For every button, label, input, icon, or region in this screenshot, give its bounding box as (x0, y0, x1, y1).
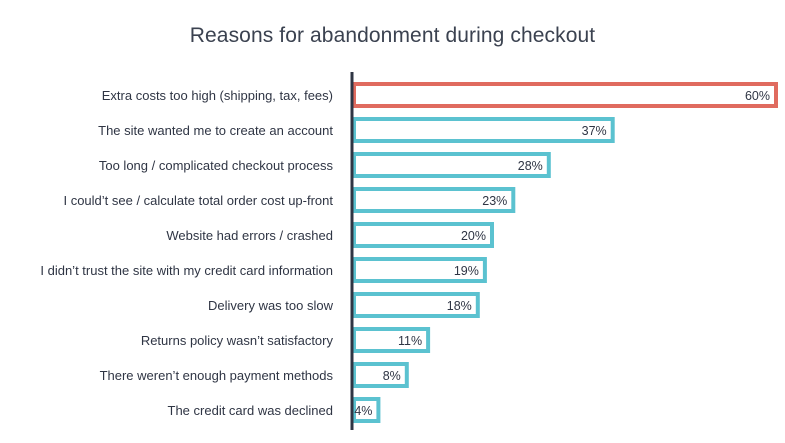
value-label-6: 19% (454, 264, 479, 278)
value-label-9: 8% (383, 369, 401, 383)
bar-4 (352, 187, 516, 213)
bar-2 (352, 117, 615, 143)
category-label-1: Extra costs too high (shipping, tax, fee… (102, 88, 333, 103)
value-label-10: 4% (354, 404, 372, 418)
bar-6 (352, 257, 487, 283)
category-label-6: I didn’t trust the site with my credit c… (40, 263, 333, 278)
bar-9 (352, 362, 409, 388)
category-label-9: There weren’t enough payment methods (100, 368, 334, 383)
bar-10 (352, 397, 381, 423)
category-label-5: Website had errors / crashed (166, 228, 333, 243)
category-label-7: Delivery was too slow (208, 298, 334, 313)
value-label-4: 23% (482, 194, 507, 208)
category-label-8: Returns policy wasn’t satisfactory (141, 333, 334, 348)
value-label-1: 60% (745, 89, 770, 103)
value-label-2: 37% (582, 124, 607, 138)
category-label-2: The site wanted me to create an account (98, 123, 333, 138)
bar-8 (352, 327, 431, 353)
bar-3 (352, 152, 551, 178)
category-label-10: The credit card was declined (168, 403, 333, 418)
value-label-3: 28% (518, 159, 543, 173)
category-label-4: I could’t see / calculate total order co… (63, 193, 333, 208)
category-label-3: Too long / complicated checkout process (99, 158, 334, 173)
bar-5 (352, 222, 494, 248)
value-label-7: 18% (447, 299, 472, 313)
bar-1 (352, 82, 778, 108)
chart-title: Reasons for abandonment during checkout (189, 24, 596, 47)
bar-7 (352, 292, 480, 318)
value-label-8: 11% (398, 334, 422, 348)
value-label-5: 20% (461, 229, 486, 243)
